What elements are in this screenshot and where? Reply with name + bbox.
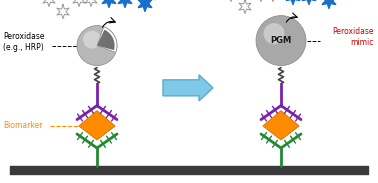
Polygon shape — [79, 111, 115, 140]
Wedge shape — [97, 27, 117, 53]
Polygon shape — [102, 0, 116, 8]
Polygon shape — [302, 0, 316, 5]
Polygon shape — [142, 0, 156, 4]
FancyArrow shape — [163, 75, 213, 101]
Polygon shape — [326, 0, 340, 1]
Wedge shape — [97, 30, 115, 50]
Text: Biomarker: Biomarker — [3, 122, 42, 130]
Polygon shape — [118, 0, 132, 8]
Circle shape — [83, 31, 101, 49]
Circle shape — [77, 26, 117, 66]
Polygon shape — [286, 0, 300, 5]
Text: Peroxidase
mimic: Peroxidase mimic — [333, 27, 374, 47]
Polygon shape — [322, 0, 336, 9]
Circle shape — [263, 23, 285, 44]
Circle shape — [256, 16, 306, 66]
Text: Peroxidase
(e.g., HRP): Peroxidase (e.g., HRP) — [3, 31, 45, 52]
Text: PGM: PGM — [270, 36, 291, 45]
Polygon shape — [263, 111, 299, 140]
Polygon shape — [138, 0, 152, 12]
